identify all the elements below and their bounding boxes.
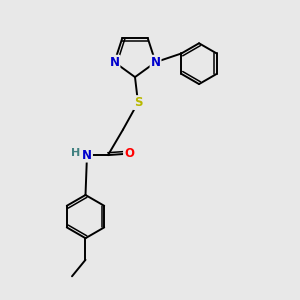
Text: H: H bbox=[71, 148, 80, 158]
Text: N: N bbox=[82, 148, 92, 162]
Text: N: N bbox=[110, 56, 119, 69]
Text: O: O bbox=[124, 147, 134, 160]
Text: N: N bbox=[151, 56, 160, 69]
Text: S: S bbox=[134, 96, 142, 109]
